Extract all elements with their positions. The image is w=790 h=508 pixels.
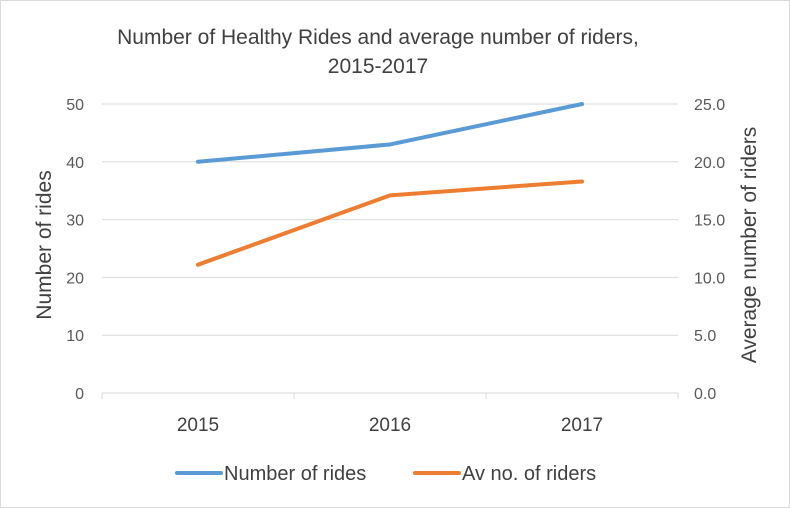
- left-tick-label: 20: [66, 270, 84, 287]
- legend-label: Number of rides: [224, 463, 366, 485]
- chart-title-line-2: 2015-2017: [328, 55, 428, 78]
- left-tick-label: 50: [66, 97, 84, 114]
- right-tick-label: 5.0: [694, 328, 716, 345]
- right-axis-title: Average number of riders: [738, 127, 761, 364]
- legend-label: Av no. of riders: [462, 463, 596, 485]
- series-line-0: [196, 102, 584, 164]
- legend: Number of rides Av no. of riders: [175, 463, 596, 485]
- right-tick-label: 20.0: [694, 155, 725, 172]
- series-lines: [196, 102, 584, 267]
- series-line-1: [196, 179, 584, 267]
- chart-title-line-1: Number of Healthy Rides and average numb…: [117, 26, 639, 49]
- x-category-label: 2015: [177, 415, 219, 436]
- left-tick-label: 30: [66, 213, 84, 230]
- x-category-label: 2017: [561, 415, 603, 436]
- left-tick-label: 40: [66, 155, 84, 172]
- x-axis-categories: 2015 2016 2017: [177, 415, 603, 436]
- left-tick-label: 0: [75, 386, 84, 403]
- left-axis-title: Number of rides: [33, 170, 56, 319]
- x-category-label: 2016: [369, 415, 411, 436]
- right-axis-ticks: 0.0 5.0 10.0 15.0 20.0 25.0: [694, 97, 725, 403]
- right-tick-label: 10.0: [694, 270, 725, 287]
- right-tick-label: 25.0: [694, 97, 725, 114]
- gridlines: [101, 103, 679, 399]
- right-tick-label: 0.0: [694, 386, 716, 403]
- left-tick-label: 10: [66, 328, 84, 345]
- right-tick-label: 15.0: [694, 213, 725, 230]
- left-axis-ticks: 0 10 20 30 40 50: [66, 97, 84, 403]
